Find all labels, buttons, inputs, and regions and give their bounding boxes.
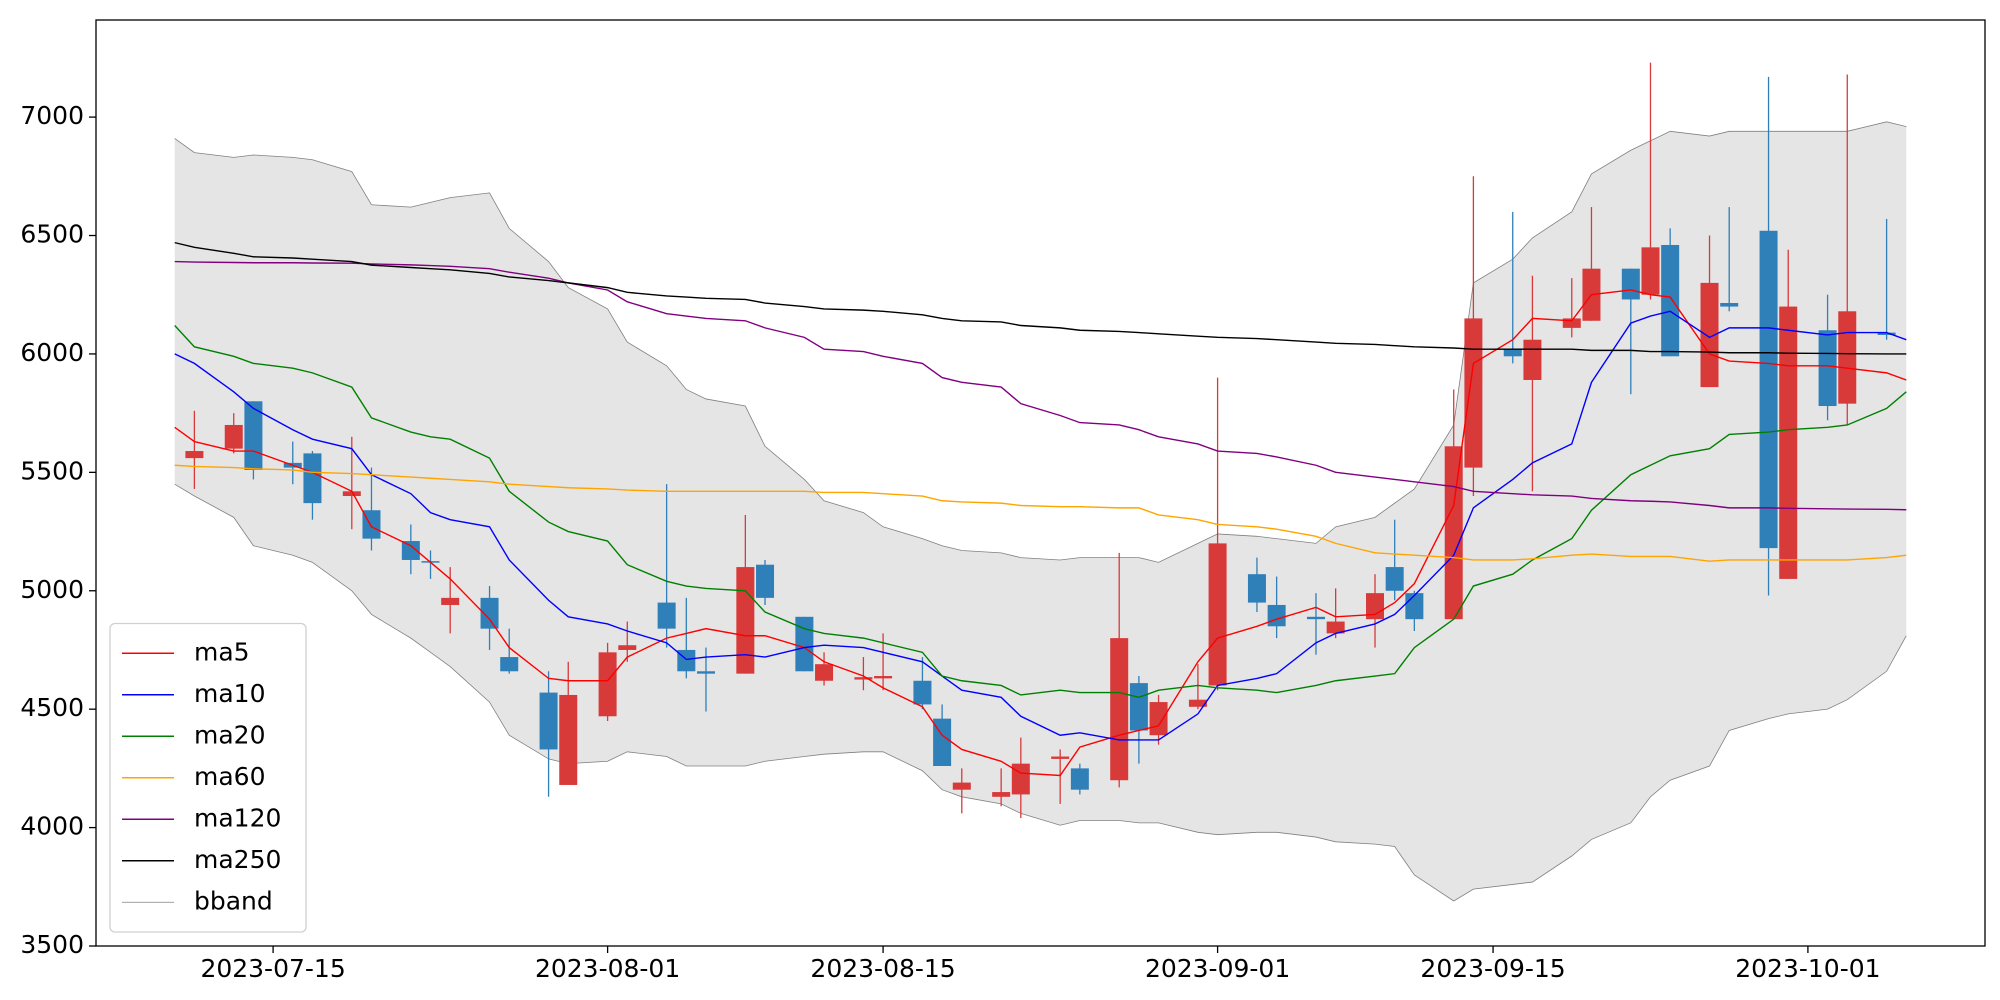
ma-line	[174, 260, 1907, 511]
candle-body	[1326, 621, 1345, 634]
y-tick-label: 6000	[20, 338, 84, 367]
legend-box	[109, 622, 307, 933]
candle-body	[815, 664, 834, 681]
ma-line	[174, 310, 1907, 741]
candle-body	[342, 491, 361, 497]
candle-body	[480, 597, 499, 629]
candle-body	[696, 671, 715, 674]
x-tick-label: 2023-09-15	[1420, 954, 1565, 983]
candle-body	[185, 451, 204, 459]
ma-line	[174, 464, 1907, 562]
candle-body	[1385, 567, 1404, 591]
candle-body	[1129, 683, 1148, 731]
legend-label: ma5	[194, 637, 250, 666]
x-tick-label: 2023-07-15	[200, 954, 345, 983]
candle-body	[1051, 756, 1070, 759]
candle-body	[1621, 268, 1640, 300]
y-tick-label: 4500	[20, 693, 84, 722]
candle-body	[1011, 763, 1030, 795]
legend-label: ma10	[194, 679, 265, 708]
y-tick-label: 5500	[20, 456, 84, 485]
legend-label: bband	[194, 886, 273, 915]
candle-body	[1759, 230, 1778, 549]
plot-frame	[95, 19, 1986, 947]
candle-body	[913, 680, 932, 705]
y-tick-label: 5000	[20, 575, 84, 604]
x-tick-label: 2023-08-01	[535, 954, 680, 983]
candle-body	[500, 657, 519, 672]
band-upper	[174, 121, 1907, 563]
candle-body	[1070, 768, 1089, 790]
candle-body	[657, 602, 676, 629]
ma-line	[174, 289, 1907, 777]
ma-line	[174, 241, 1907, 355]
candle-body	[1267, 604, 1286, 627]
candle-body	[1444, 446, 1463, 620]
candle-body	[992, 792, 1011, 797]
legend-label: ma250	[194, 845, 281, 874]
candle-body	[1838, 311, 1857, 404]
candle-body	[1247, 574, 1266, 603]
candle-body	[618, 645, 637, 650]
candle-body	[677, 649, 696, 672]
candle-body	[1306, 616, 1325, 620]
band-lower	[174, 483, 1907, 902]
legend-label: ma60	[194, 762, 265, 791]
y-tick-label: 4000	[20, 812, 84, 841]
candle-body	[1149, 702, 1168, 736]
legend-label: ma20	[194, 720, 265, 749]
candle-body	[1208, 543, 1227, 686]
candle-body	[756, 564, 775, 598]
candle-body	[1661, 244, 1680, 357]
candle-body	[1877, 332, 1896, 335]
candle-body	[854, 677, 873, 680]
candle-body	[539, 692, 558, 750]
y-tick-label: 6500	[20, 220, 84, 249]
candle-body	[795, 616, 814, 672]
candle-body	[1720, 303, 1739, 307]
candle-body	[598, 652, 617, 717]
band-area	[174, 121, 1907, 902]
candle-body	[736, 567, 755, 674]
candle-body	[874, 676, 893, 679]
candle-body	[1405, 593, 1424, 620]
candle-body	[1110, 638, 1129, 781]
legend: ma5 ma10 ma20 ma60 ma120 ma250 bband	[109, 622, 307, 933]
candle-body	[224, 424, 243, 449]
candle-body	[933, 718, 952, 767]
candle-body	[1523, 339, 1542, 380]
y-tick-label: 7000	[20, 101, 84, 130]
x-tick-label: 2023-08-15	[810, 954, 955, 983]
candle-body	[1366, 593, 1385, 620]
ma-line	[174, 325, 1907, 699]
candle-body	[401, 541, 420, 560]
candle-body	[1464, 318, 1483, 468]
candle-body	[1562, 318, 1581, 328]
y-tick-label: 3500	[20, 930, 84, 959]
candle-body	[1188, 699, 1207, 707]
candle-body	[1503, 349, 1522, 357]
candle-body	[441, 597, 460, 605]
legend-label: ma120	[194, 803, 281, 832]
x-tick-label: 2023-09-01	[1145, 954, 1290, 983]
candle-body	[952, 782, 971, 790]
candle-body	[303, 453, 322, 504]
candle-body	[1700, 282, 1719, 388]
candle-body	[1641, 247, 1660, 295]
candle-body	[559, 694, 578, 785]
candle-body	[1818, 330, 1837, 407]
candle-body	[1779, 306, 1798, 579]
x-tick-label: 2023-10-01	[1735, 954, 1880, 983]
